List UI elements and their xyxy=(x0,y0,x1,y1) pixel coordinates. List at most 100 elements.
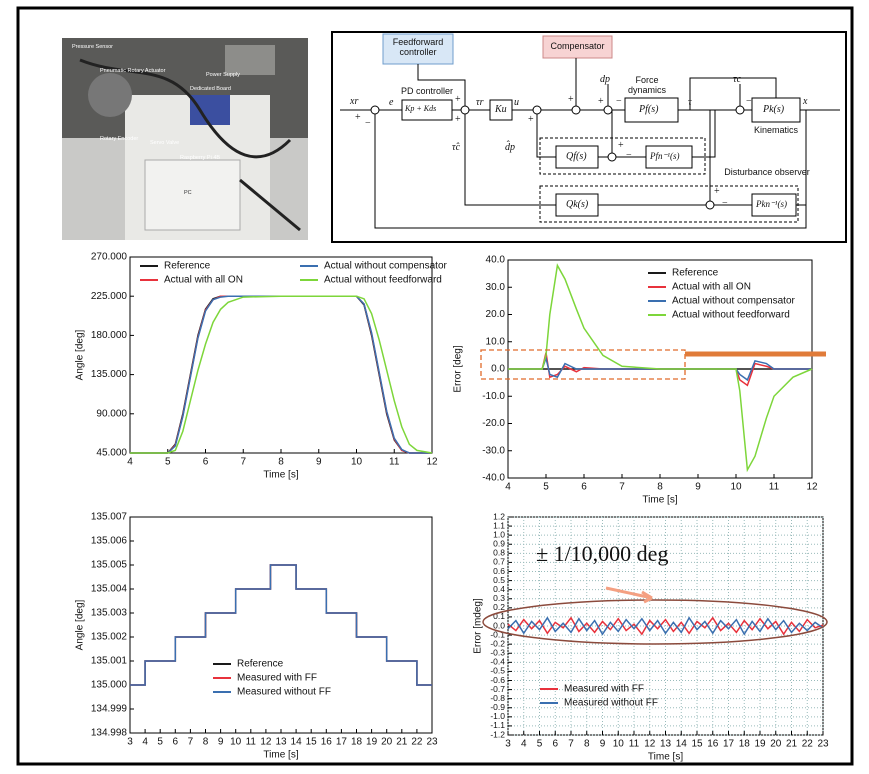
y-tick-label: 0.4 xyxy=(493,584,505,594)
x-tick-label: 10 xyxy=(351,457,363,468)
block-label: Force dynamics xyxy=(627,75,666,95)
x-tick-label: 11 xyxy=(769,482,780,493)
symbol: Pk(s) xyxy=(763,104,785,115)
legend-label: Reference xyxy=(164,261,211,272)
symbol: Pf(s) xyxy=(639,104,659,115)
x-tick-label: 5 xyxy=(543,482,549,493)
y-tick-label: -10.0 xyxy=(482,391,505,402)
x-tick-label: 11 xyxy=(246,737,257,748)
block-label: Feedforward controller xyxy=(392,37,444,57)
y-tick-label: 135.004 xyxy=(91,584,128,595)
sign: + xyxy=(528,114,534,125)
x-tick-label: 15 xyxy=(691,739,703,750)
x-tick-label: 4 xyxy=(142,737,148,748)
photo-label: PC xyxy=(184,190,192,196)
y-tick-label: 135.001 xyxy=(91,656,128,667)
symbol: d̂p xyxy=(505,142,515,153)
legend-label: Actual without feedforward xyxy=(672,310,790,321)
y-tick-label: -0.9 xyxy=(490,702,505,712)
symbol: τ̂c xyxy=(452,142,461,153)
line-series xyxy=(130,564,432,686)
y-axis-label: Angle [deg] xyxy=(75,599,86,650)
x-tick-label: 19 xyxy=(754,739,766,750)
x-tick-label: 8 xyxy=(584,739,590,750)
x-tick-label: 6 xyxy=(552,739,558,750)
plot-area xyxy=(129,516,433,734)
x-tick-label: 3 xyxy=(127,737,133,748)
x-tick-label: 7 xyxy=(240,457,246,468)
y-tick-label: 135.003 xyxy=(91,608,128,619)
sign: + xyxy=(598,96,604,107)
x-tick-label: 17 xyxy=(336,737,348,748)
y-tick-label: 30.0 xyxy=(486,282,506,293)
x-tick-label: 18 xyxy=(739,739,751,750)
legend-label: Measured without FF xyxy=(237,687,331,698)
annotation: ± 1/10,000 deg xyxy=(536,541,668,566)
symbol: e xyxy=(389,97,394,108)
x-tick-label: 23 xyxy=(817,739,829,750)
x-axis-label: Time [s] xyxy=(642,495,677,506)
sign: + xyxy=(568,94,574,105)
x-axis-label: Time [s] xyxy=(263,750,298,761)
x-tick-label: 6 xyxy=(173,737,179,748)
y-tick-label: 270.000 xyxy=(91,252,128,263)
sign: − xyxy=(626,150,632,161)
photo-label: Dedicated Board xyxy=(190,86,231,92)
symbol: xr xyxy=(350,96,359,107)
plot-area xyxy=(129,256,433,454)
arrow xyxy=(605,586,653,604)
x-tick-label: 9 xyxy=(218,737,224,748)
y-tick-label: 135.000 xyxy=(91,680,128,691)
x-tick-label: 20 xyxy=(381,737,393,748)
x-tick-label: 8 xyxy=(203,737,209,748)
x-tick-label: 11 xyxy=(389,457,400,468)
x-tick-label: 4 xyxy=(505,482,511,493)
photo-label: Power Supply xyxy=(206,72,240,78)
y-tick-label: 1.2 xyxy=(493,511,505,521)
block-label: PD controller xyxy=(400,86,454,96)
x-tick-label: 11 xyxy=(629,739,640,750)
x-tick-label: 21 xyxy=(396,737,408,748)
legend-label: Actual without compensator xyxy=(324,261,448,272)
symbol: Ku xyxy=(495,104,507,115)
photo-label: Servo Valve xyxy=(150,140,180,146)
sign: − xyxy=(722,198,728,209)
y-axis-label: Angle [deg] xyxy=(75,329,86,380)
y-tick-label: 135.005 xyxy=(91,560,128,571)
y-tick-label: 0.0 xyxy=(491,364,505,375)
x-tick-label: 22 xyxy=(411,737,423,748)
x-tick-label: 9 xyxy=(695,482,701,493)
symbol: Kp + Kds xyxy=(405,104,437,113)
x-tick-label: 13 xyxy=(275,737,287,748)
sign: + xyxy=(355,112,361,123)
x-axis-label: Time [s] xyxy=(648,752,683,763)
sign: − xyxy=(616,96,622,107)
block-diagram xyxy=(331,31,847,243)
legend-label: Reference xyxy=(237,659,284,670)
sign: + xyxy=(455,114,461,125)
y-tick-label: 134.998 xyxy=(91,728,128,739)
y-tick-label: -40.0 xyxy=(482,473,505,484)
x-tick-label: 16 xyxy=(321,737,333,748)
y-tick-label: -30.0 xyxy=(482,445,505,456)
symbol: Qf(s) xyxy=(566,151,587,162)
photo-label: Raspberry Pi 4B xyxy=(180,155,221,161)
x-tick-label: 5 xyxy=(157,737,163,748)
line-series xyxy=(130,295,433,454)
x-tick-label: 19 xyxy=(366,737,378,748)
y-tick-label: 225.000 xyxy=(91,291,128,302)
x-tick-label: 12 xyxy=(806,482,818,493)
y-tick-label: 45.000 xyxy=(96,448,127,459)
symbol: Pkn⁻¹(s) xyxy=(756,199,787,209)
x-tick-label: 5 xyxy=(165,457,171,468)
y-tick-label: 40.0 xyxy=(486,255,506,266)
photo-label: Rotary Encoder xyxy=(100,136,139,142)
legend-label: Actual without compensator xyxy=(672,296,796,307)
x-tick-label: 6 xyxy=(203,457,209,468)
y-tick-label: -0.3 xyxy=(490,648,505,658)
x-tick-label: 10 xyxy=(730,482,742,493)
x-tick-label: 10 xyxy=(230,737,242,748)
y-tick-label: 1.1 xyxy=(493,520,505,530)
y-tick-label: 180.000 xyxy=(91,330,128,341)
